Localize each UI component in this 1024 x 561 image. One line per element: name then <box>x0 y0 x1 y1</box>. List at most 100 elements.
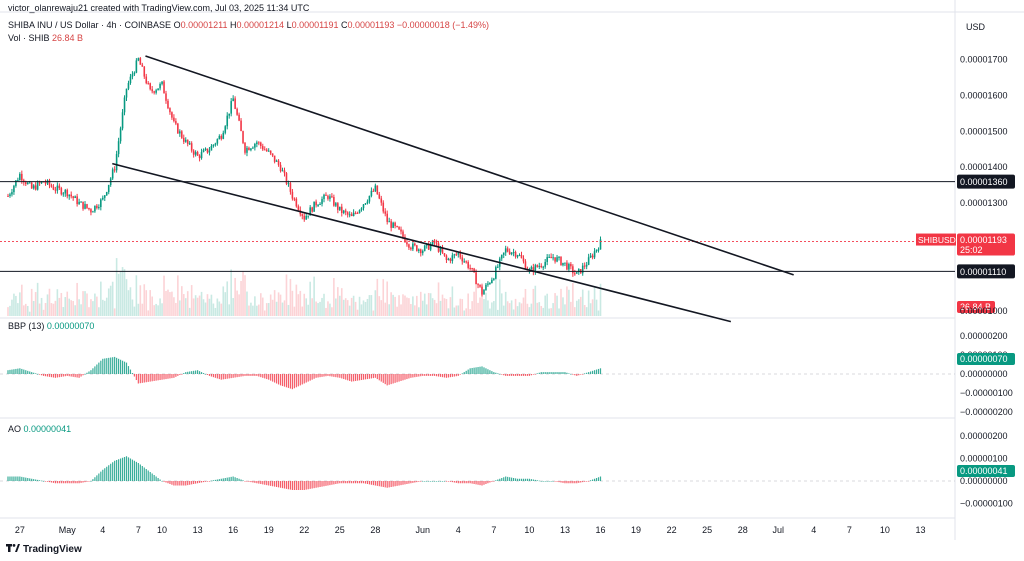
ao-bar <box>234 477 236 481</box>
bbp-bar <box>276 374 278 384</box>
candle-body <box>451 255 454 262</box>
candle-body <box>319 203 321 205</box>
bbp-bar <box>418 374 420 377</box>
bbp-bar <box>234 374 236 378</box>
bbp-bar <box>268 374 270 380</box>
volume-legend: Vol · SHIB 26.84 B <box>8 33 83 43</box>
bbp-bar <box>356 374 359 381</box>
bbp-bar <box>592 370 594 374</box>
volume-bar <box>40 297 43 316</box>
volume-bar <box>111 281 114 316</box>
bbp-bar <box>92 368 94 374</box>
bbp-bar <box>544 372 546 374</box>
candle-body <box>479 284 481 287</box>
bbp-bar <box>270 374 272 381</box>
candle-body <box>346 212 349 215</box>
candle-body <box>153 91 155 93</box>
ao-bar <box>518 478 521 481</box>
ao-bar <box>242 480 244 481</box>
volume-bar <box>206 294 209 316</box>
candle-body <box>477 284 479 286</box>
candle-body <box>60 188 63 195</box>
bbp-bar <box>426 374 428 376</box>
ao-bar <box>86 481 88 482</box>
currency-label[interactable]: USD <box>966 22 986 32</box>
candle-body <box>487 283 489 285</box>
trendline[interactable] <box>112 162 732 323</box>
candle-body <box>105 192 108 196</box>
ao-bar <box>287 481 290 490</box>
volume-bar <box>194 295 197 316</box>
candle-body <box>127 83 130 89</box>
volume-bar <box>418 307 420 316</box>
bbp-bar <box>368 374 371 379</box>
volume-bar <box>228 304 230 316</box>
candle-body <box>7 195 9 197</box>
candle-body <box>352 212 355 217</box>
bbp-bar <box>252 374 254 376</box>
time-tick-label: 10 <box>157 525 167 535</box>
candle-body <box>44 181 47 184</box>
candle-body <box>94 205 96 212</box>
candle-body <box>194 152 197 155</box>
volume-bar <box>143 284 146 316</box>
ao-bar <box>299 481 301 490</box>
ao-bar <box>112 462 114 481</box>
volume-bar <box>23 305 25 316</box>
volume-bar <box>94 293 96 316</box>
volume-bar <box>113 308 116 316</box>
bbp-bar <box>513 374 515 376</box>
volume-bar <box>554 293 556 316</box>
candle-body <box>26 182 29 185</box>
ao-bar <box>119 458 122 481</box>
bbp-bar <box>256 374 258 376</box>
volume-bar <box>530 303 533 316</box>
bbp-bar <box>297 374 299 387</box>
ao-bar <box>293 481 295 490</box>
tradingview-brand[interactable]: TradingView <box>6 544 82 555</box>
ao-bar <box>303 481 305 490</box>
bbp-bar <box>562 372 564 374</box>
bbp-bar <box>374 374 376 378</box>
ao-bar <box>25 477 27 481</box>
candle-body <box>107 184 110 193</box>
ao-bar <box>108 465 110 481</box>
candle-body <box>50 185 53 187</box>
bbp-bar <box>139 374 141 384</box>
ao-bar <box>244 481 246 482</box>
ao-bar <box>410 481 412 484</box>
volume-bar <box>431 298 434 316</box>
volume-bar <box>153 305 155 316</box>
candle-body <box>591 255 594 258</box>
bbp-bar <box>254 374 256 376</box>
candle-body <box>402 231 404 237</box>
bbp-bar <box>599 368 602 374</box>
candle-body <box>149 83 151 90</box>
candle-body <box>376 185 379 195</box>
bbp-bar <box>224 374 226 380</box>
ao-bar <box>495 480 497 481</box>
bbp-bar <box>327 374 329 376</box>
volume-bar <box>46 294 49 316</box>
ao-bar <box>323 481 325 487</box>
bbp-bar <box>576 374 578 376</box>
ao-bar <box>471 481 473 484</box>
bbp-bar <box>167 374 169 379</box>
bbp-bar <box>552 372 554 374</box>
bbp-bar <box>414 374 416 378</box>
candle-body <box>261 145 264 150</box>
candle-body <box>325 194 327 196</box>
candle-body <box>522 258 525 262</box>
ao-bar <box>29 478 31 481</box>
candle-body <box>252 147 254 149</box>
candle-body <box>58 185 61 189</box>
bbp-bar <box>420 374 422 377</box>
bbp-bar <box>307 374 309 382</box>
bbp-bar <box>453 374 455 377</box>
volume-bar <box>398 295 400 316</box>
ao-bar <box>145 469 147 481</box>
trendline[interactable] <box>145 55 794 276</box>
bbp-bar <box>345 374 347 380</box>
bbp-bar <box>102 358 104 374</box>
volume-bar <box>145 290 148 316</box>
